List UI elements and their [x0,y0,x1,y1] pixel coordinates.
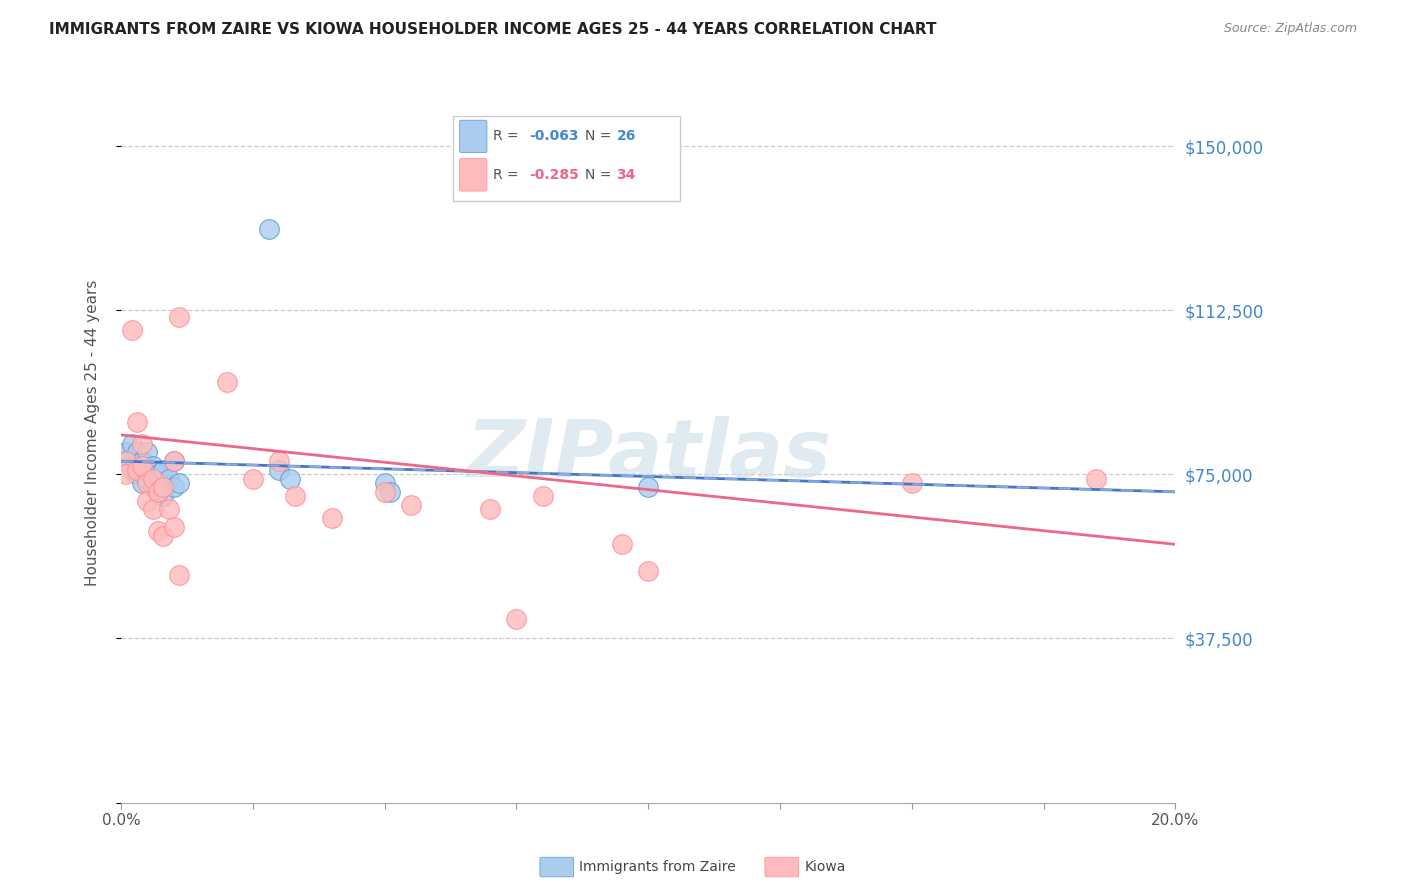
Point [157,502,180,516]
Point [146,484,169,499]
Point [269,463,291,477]
Text: Source: ZipAtlas.com: Source: ZipAtlas.com [1223,22,1357,36]
Point [152,463,174,477]
Point [374,484,396,499]
Point [142,472,165,486]
Point [215,376,238,390]
Text: ZIPatlas: ZIPatlas [465,417,831,494]
Point [121,463,143,477]
Point [121,436,143,450]
Point [157,472,180,486]
Point [152,480,174,494]
Point [321,511,343,525]
Point [152,489,174,503]
Point [505,612,527,626]
Text: N =: N = [585,129,616,144]
Text: IMMIGRANTS FROM ZAIRE VS KIOWA HOUSEHOLDER INCOME AGES 25 - 44 YEARS CORRELATION: IMMIGRANTS FROM ZAIRE VS KIOWA HOUSEHOLD… [49,22,936,37]
Point [125,445,148,459]
Point [610,537,633,551]
Point [284,489,307,503]
FancyBboxPatch shape [453,116,681,201]
Point [637,564,659,578]
Point [142,458,165,473]
Text: -0.063: -0.063 [529,129,579,144]
Point [378,484,401,499]
Point [142,480,165,494]
Point [115,454,138,468]
Point [167,476,190,491]
Text: R =: R = [494,129,523,144]
Point [242,472,264,486]
Point [637,480,659,494]
Point [374,476,396,491]
Point [131,454,153,468]
FancyBboxPatch shape [460,120,486,153]
Point [136,476,159,491]
Point [163,454,186,468]
Point [163,480,186,494]
Point [125,467,148,482]
Point [142,502,165,516]
Point [152,528,174,542]
Point [125,463,148,477]
Point [146,467,169,482]
Point [131,476,153,491]
Point [531,489,554,503]
Text: 34: 34 [617,168,636,182]
Point [146,484,169,499]
Point [163,454,186,468]
Point [136,493,159,508]
Point [269,454,291,468]
Text: Immigrants from Zaire: Immigrants from Zaire [579,860,735,874]
Point [146,524,169,539]
Point [257,222,280,236]
Point [479,502,502,516]
Point [163,520,186,534]
Point [399,498,422,512]
Point [901,476,924,491]
Point [131,436,153,450]
Point [115,467,138,482]
Point [125,415,148,429]
Text: R =: R = [494,168,523,182]
Text: Kiowa: Kiowa [804,860,845,874]
Point [115,454,138,468]
Point [115,445,138,459]
Text: -0.285: -0.285 [529,168,579,182]
FancyBboxPatch shape [460,159,486,191]
Point [167,310,190,324]
Point [136,445,159,459]
Point [278,472,301,486]
Point [136,472,159,486]
Point [1085,472,1108,486]
Point [121,323,143,337]
Y-axis label: Householder Income Ages 25 - 44 years: Householder Income Ages 25 - 44 years [86,280,100,586]
Point [131,458,153,473]
Text: N =: N = [585,168,616,182]
Text: 26: 26 [617,129,636,144]
Point [167,568,190,582]
